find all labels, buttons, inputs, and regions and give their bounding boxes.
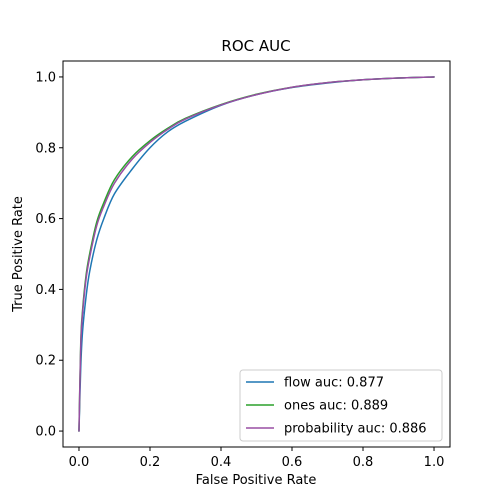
y-tick-label: 0.8	[35, 141, 56, 156]
legend-box	[239, 369, 443, 442]
y-tick-label: 0.4	[35, 283, 56, 298]
chart-title: ROC AUC	[221, 37, 290, 55]
series-line-2	[78, 76, 435, 432]
legend-label-2: probability auc: 0.886	[284, 422, 427, 437]
y-tick-label: 0.6	[35, 212, 56, 227]
x-tick-label: 0.4	[211, 455, 232, 470]
x-tick-label: 0.0	[69, 455, 90, 470]
y-axis-ticks: 0.0 0.2 0.4 0.6 0.8 1.0	[35, 70, 63, 440]
x-tick-label: 0.6	[282, 455, 303, 470]
plot-frame	[62, 60, 451, 448]
x-tick-label: 0.8	[353, 455, 374, 470]
x-axis-ticks: 0.0 0.2 0.4 0.6 0.8 1.0	[69, 447, 445, 470]
legend: flow auc: 0.877 ones auc: 0.889 probabilit…	[239, 369, 443, 442]
x-axis-label: False Positive Rate	[196, 473, 317, 488]
legend-label-1: ones auc: 0.889	[284, 399, 388, 414]
plot-lines	[78, 76, 435, 432]
y-tick-label: 1.0	[35, 70, 56, 85]
y-tick-label: 0.0	[35, 425, 56, 440]
y-axis-label: True Positive Rate	[11, 196, 26, 313]
legend-label-0: flow auc: 0.877	[284, 376, 384, 391]
y-tick-label: 0.2	[35, 354, 56, 369]
x-tick-label: 0.2	[140, 455, 161, 470]
x-tick-label: 1.0	[424, 455, 445, 470]
